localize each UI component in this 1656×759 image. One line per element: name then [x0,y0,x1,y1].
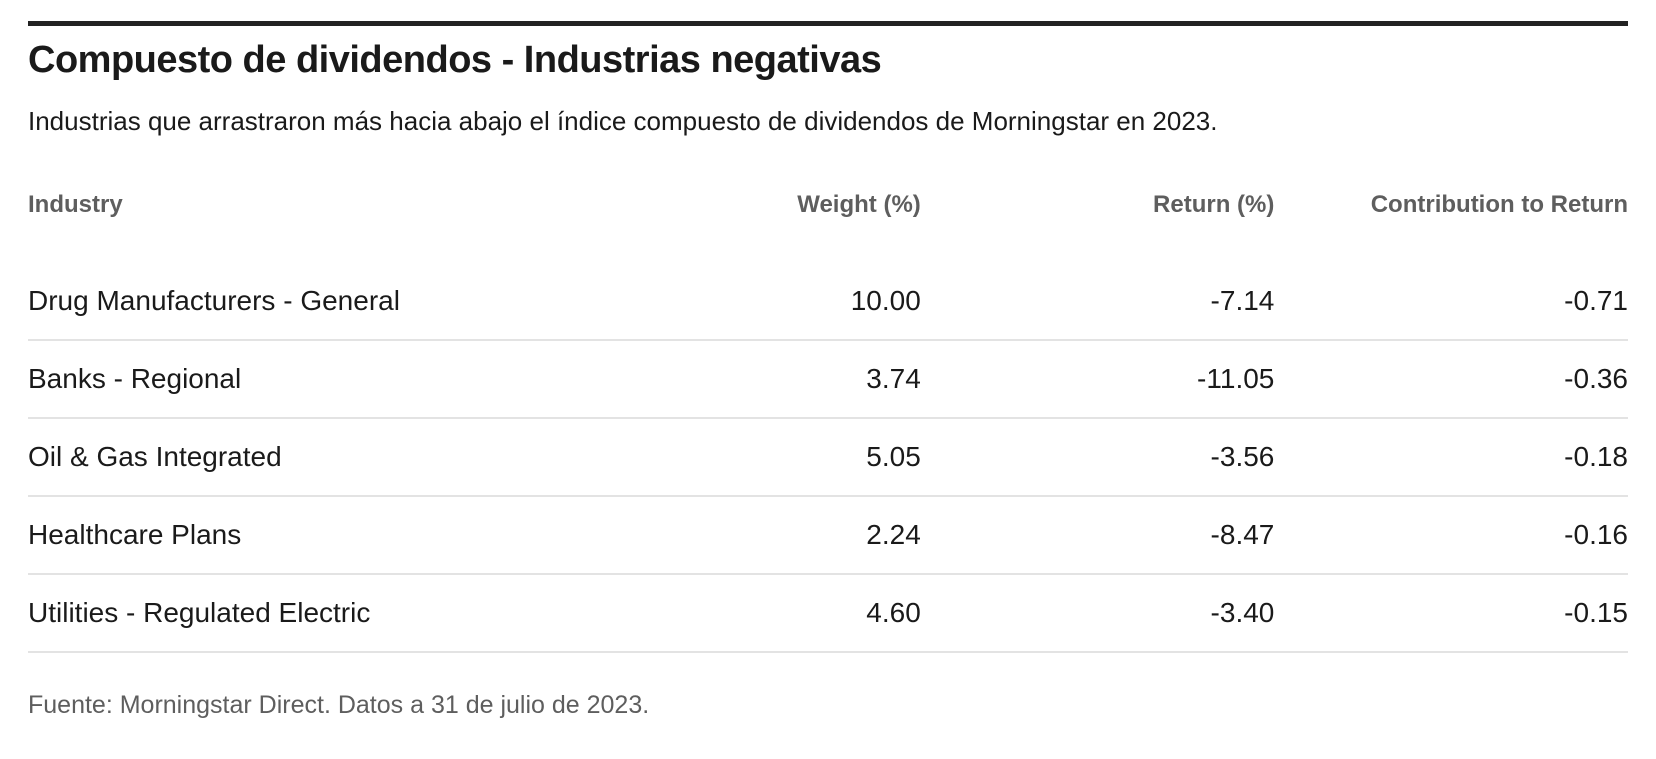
column-header-weight: Weight (%) [797,190,921,218]
industry-cell: Banks - Regional [28,339,568,419]
return-cell: -3.40 [920,573,1275,653]
weight-cell: 5.05 [567,417,921,497]
weight-cell: 10.00 [567,262,921,341]
contribution-cell: -0.36 [1274,339,1628,419]
return-cell: -11.05 [920,339,1275,419]
contribution-cell: -0.15 [1274,573,1628,653]
column-header-industry: Industry [28,190,123,218]
dividend-composite-exhibit: Compuesto de dividendos - Industrias neg… [0,21,1656,759]
column-header-return: Return (%) [1153,190,1275,218]
page-title: Compuesto de dividendos - Industrias neg… [28,39,882,81]
industry-cell: Oil & Gas Integrated [28,417,568,497]
table-row: Banks - Regional 3.74 -11.05 -0.36 [28,339,1628,419]
contribution-cell: -0.71 [1274,262,1628,341]
weight-cell: 2.24 [567,495,921,575]
negative-industries-table: Industry Weight (%) Return (%) Contribut… [28,171,1628,653]
table-header-row: Industry Weight (%) Return (%) Contribut… [28,171,1628,263]
return-cell: -8.47 [920,495,1275,575]
source-note: Fuente: Morningstar Direct. Datos a 31 d… [28,690,650,719]
weight-cell: 4.60 [567,573,921,653]
contribution-cell: -0.18 [1274,417,1628,497]
table-row: Drug Manufacturers - General 10.00 -7.14… [28,262,1628,341]
industry-cell: Drug Manufacturers - General [28,262,568,341]
industry-cell: Utilities - Regulated Electric [28,573,568,653]
top-rule [28,21,1628,26]
table-row: Healthcare Plans 2.24 -8.47 -0.16 [28,495,1628,575]
contribution-cell: -0.16 [1274,495,1628,575]
subtitle: Industrias que arrastraron más hacia aba… [28,105,1218,136]
industry-cell: Healthcare Plans [28,495,568,575]
return-cell: -3.56 [920,417,1275,497]
column-header-contribution: Contribution to Return [1370,190,1628,218]
weight-cell: 3.74 [567,339,921,419]
return-cell: -7.14 [920,262,1275,341]
table-row: Utilities - Regulated Electric 4.60 -3.4… [28,573,1628,653]
table-row: Oil & Gas Integrated 5.05 -3.56 -0.18 [28,417,1628,497]
